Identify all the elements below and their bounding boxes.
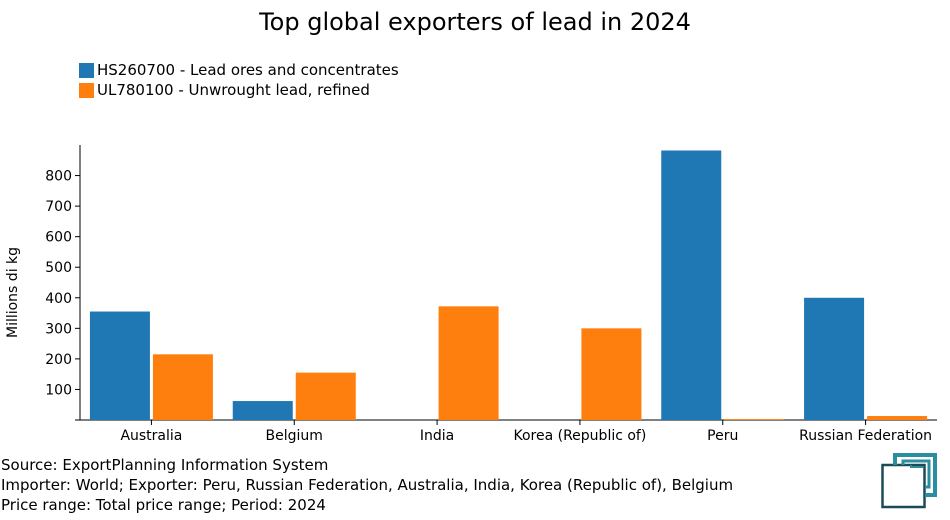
bar-2-belgium (295, 372, 356, 420)
bar-2-korea-republic-of- (581, 328, 642, 420)
bar-1-belgium (232, 401, 293, 420)
legend-swatch-series-2 (79, 82, 94, 98)
y-tick-label: 800 (45, 169, 72, 185)
bar-2-australia (152, 354, 213, 420)
x-tick-label: Australia (120, 428, 182, 444)
exportplanning-logo-icon (881, 453, 937, 509)
y-tick-label: 100 (45, 382, 72, 398)
legend-item-series-1: HS260700 - Lead ores and concentrates (79, 60, 399, 80)
x-tick-label: Russian Federation (799, 428, 932, 444)
chart-footer: Source: ExportPlanning Information Syste… (1, 455, 733, 515)
page-title: Top global exporters of lead in 2024 (259, 8, 691, 36)
bar-2-india (438, 306, 499, 420)
y-axis-label: Millions di kg (5, 247, 21, 338)
footer-importer: Importer: World; Exporter: Peru, Russian… (1, 476, 734, 494)
y-tick-label: 700 (45, 199, 72, 215)
bar-2-russian-federation (867, 416, 928, 420)
bar-2-peru (724, 419, 785, 420)
y-tick-label: 200 (45, 352, 72, 368)
legend-swatch-series-1 (79, 62, 94, 78)
legend-label-series-1: HS260700 - Lead ores and concentrates (97, 61, 399, 79)
x-tick-label: Korea (Republic of) (513, 428, 646, 444)
legend-item-series-2: UL780100 - Unwrought lead, refined (79, 80, 399, 100)
legend-label-series-2: UL780100 - Unwrought lead, refined (97, 81, 370, 99)
y-tick-label: 400 (45, 291, 72, 307)
x-tick-label: Belgium (266, 428, 323, 444)
y-tick-label: 600 (45, 230, 72, 246)
bar-1-australia (89, 311, 150, 420)
bar-1-russian-federation (804, 297, 865, 420)
bar-1-peru (661, 150, 722, 420)
footer-price: Price range: Total price range; Period: … (1, 496, 326, 514)
footer-source: Source: ExportPlanning Information Syste… (1, 456, 329, 474)
x-tick-label: India (420, 428, 454, 444)
y-tick-label: 300 (45, 321, 72, 337)
chart-legend: HS260700 - Lead ores and concentrates UL… (79, 60, 399, 100)
y-tick-label: 500 (45, 260, 72, 276)
x-tick-label: Peru (707, 428, 738, 444)
